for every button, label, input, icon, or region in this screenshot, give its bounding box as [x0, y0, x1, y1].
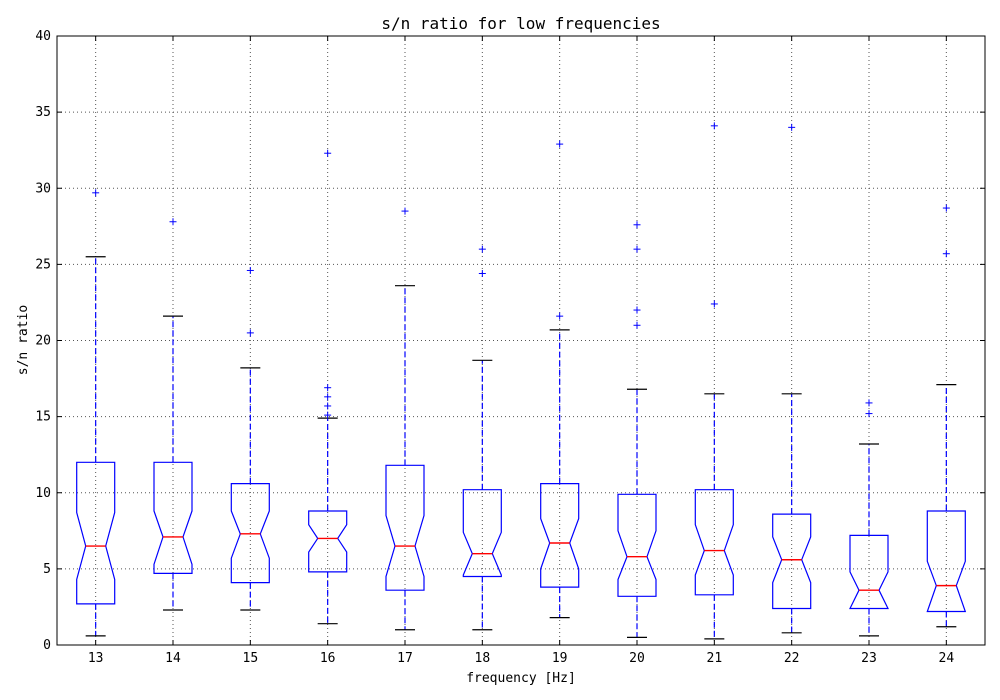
x-tick-label: 13 — [88, 651, 104, 666]
notched-box — [617, 493, 657, 597]
flier-point — [710, 300, 718, 308]
y-tick-label: 10 — [35, 486, 51, 501]
y-tick-label: 35 — [35, 105, 51, 120]
box-21 — [694, 122, 734, 640]
flier-point — [246, 266, 254, 274]
flier-point — [478, 245, 486, 253]
notched-box — [230, 483, 270, 584]
y-tick-label: 5 — [43, 562, 51, 577]
flier-point — [633, 221, 641, 229]
box-13 — [76, 189, 116, 637]
flier-point — [556, 140, 564, 148]
y-tick-label: 20 — [35, 334, 51, 349]
notched-box — [772, 513, 812, 610]
box-17 — [385, 207, 425, 631]
x-tick-label: 24 — [939, 651, 955, 666]
box-23 — [849, 399, 889, 637]
x-tick-label: 17 — [397, 651, 413, 666]
x-axis-label: frequency [Hz] — [466, 671, 576, 686]
box-19 — [540, 140, 580, 619]
notched-box — [385, 464, 425, 591]
box-24 — [926, 204, 967, 628]
boxes — [76, 122, 967, 640]
flier-point — [478, 270, 486, 278]
notched-box — [308, 510, 348, 573]
flier-point — [246, 329, 254, 337]
x-tick-label: 18 — [475, 651, 491, 666]
notched-box — [76, 461, 116, 605]
flier-point — [788, 123, 796, 131]
flier-point — [92, 189, 100, 197]
y-tick-label: 15 — [35, 410, 51, 425]
flier-point — [169, 218, 177, 226]
flier-point — [865, 399, 873, 407]
box-14 — [153, 218, 193, 611]
x-tick-label: 14 — [165, 651, 181, 666]
box-18 — [462, 245, 502, 631]
flier-point — [324, 411, 332, 419]
x-tick-label: 22 — [784, 651, 800, 666]
flier-point — [401, 207, 409, 215]
x-tick-label: 21 — [707, 651, 723, 666]
notched-box — [153, 461, 193, 575]
flier-point — [324, 402, 332, 410]
y-tick-label: 0 — [43, 638, 51, 653]
flier-point — [633, 321, 641, 329]
y-tick-label: 30 — [35, 181, 51, 196]
x-tick-label: 19 — [552, 651, 568, 666]
x-tick-label: 15 — [243, 651, 259, 666]
box-15 — [230, 266, 270, 611]
x-tick-label: 20 — [629, 651, 645, 666]
axis-ticks: 0 5 10 15 20 25 30 35 40 13 14 15 16 17 18 19 20 21 22 23 24 — [35, 29, 985, 666]
flier-point — [324, 149, 332, 157]
flier-point — [324, 384, 332, 392]
y-tick-label: 25 — [35, 257, 51, 272]
flier-point — [633, 306, 641, 314]
notched-box — [926, 510, 967, 613]
flier-point — [710, 122, 718, 130]
notched-box — [694, 489, 734, 596]
flier-point — [324, 393, 332, 401]
notched-box — [849, 534, 889, 610]
flier-point — [556, 312, 564, 320]
box-20 — [617, 221, 657, 638]
notched-box — [462, 489, 502, 578]
x-tick-label: 23 — [861, 651, 877, 666]
flier-point — [633, 245, 641, 253]
y-axis-label: s/n ratio — [16, 305, 31, 375]
x-tick-label: 16 — [320, 651, 336, 666]
chart-title: s/n ratio for low frequencies — [381, 14, 660, 33]
box-22 — [772, 123, 812, 634]
flier-point — [865, 410, 873, 418]
flier-point — [942, 250, 950, 258]
flier-point — [942, 204, 950, 212]
box-16 — [308, 149, 348, 625]
notched-box — [540, 483, 580, 588]
y-tick-label: 40 — [35, 29, 51, 44]
grid-lines — [57, 36, 985, 645]
